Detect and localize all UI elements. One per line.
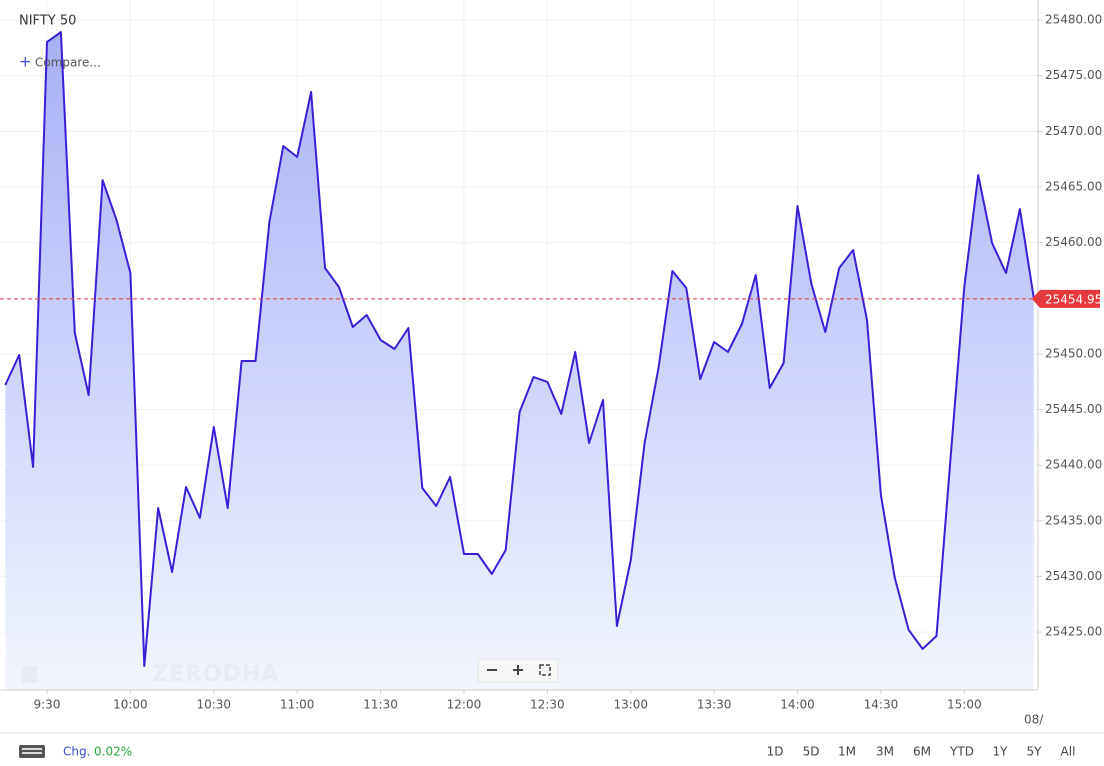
x-tick-label: 12:00 [447, 698, 482, 712]
watermark: ZERODHA [152, 662, 279, 687]
last-price-label: 25454.95 [1045, 292, 1102, 306]
y-tick-label: 25480.00 [1045, 13, 1102, 27]
y-tick-label: 25445.00 [1045, 402, 1102, 416]
price-line [4, 31, 1035, 667]
x-tick-label: 9:30 [34, 698, 61, 712]
compare-plus[interactable]: + [19, 53, 32, 71]
x-tick-label: 14:30 [864, 698, 899, 712]
period-button[interactable]: 1Y [993, 745, 1009, 759]
x-tick-label: 15:00 [947, 698, 982, 712]
keyboard-icon[interactable] [19, 745, 45, 758]
compare-button[interactable]: Compare... [35, 56, 101, 70]
y-tick-label: 25465.00 [1045, 179, 1102, 193]
y-tick-label: 25450.00 [1045, 346, 1102, 360]
period-button[interactable]: 3M [876, 745, 894, 759]
y-tick-label: 25470.00 [1045, 124, 1102, 138]
period-button[interactable]: 1D [767, 745, 784, 759]
zoom-controls [477, 658, 559, 683]
x-tick-label: 10:00 [113, 698, 148, 712]
x-tick-label: 11:30 [363, 698, 398, 712]
period-button[interactable]: 6M [913, 745, 931, 759]
x-tick-label: 12:30 [530, 698, 565, 712]
y-tick-label: 25425.00 [1045, 625, 1102, 639]
periods: 1D 5D 1M 3M 6M YTD 1Y 5Y All [767, 745, 1076, 759]
x-tick-label: 14:00 [780, 698, 815, 712]
y-tick-label: 25440.00 [1045, 458, 1102, 472]
y-tick-label: 25430.00 [1045, 569, 1102, 583]
y-tick-label: 25475.00 [1045, 68, 1102, 82]
x-tick-label: 13:30 [697, 698, 732, 712]
period-button[interactable]: YTD [949, 745, 974, 759]
change-value: 0.02% [94, 745, 132, 759]
date-label: 08/ [1024, 713, 1044, 727]
x-tick-label: 13:00 [613, 698, 648, 712]
x-tick-label: 10:30 [196, 698, 231, 712]
watermark-logo [22, 666, 37, 683]
area [5, 32, 1034, 691]
fullscreen[interactable] [539, 664, 551, 676]
last-price-tag [1032, 289, 1100, 308]
x-tick-label: 11:00 [280, 698, 315, 712]
y-tick-label: 25435.00 [1045, 513, 1102, 527]
plot [4, 31, 1035, 691]
period-button[interactable]: 5Y [1027, 745, 1043, 759]
change-label: Chg. [63, 745, 90, 759]
y-tick-label: 25460.00 [1045, 235, 1102, 249]
period-button[interactable]: 1M [838, 745, 856, 759]
period-button[interactable]: All [1061, 745, 1076, 759]
chart-title: NIFTY 50 [19, 14, 76, 29]
period-button[interactable]: 5D [803, 745, 820, 759]
